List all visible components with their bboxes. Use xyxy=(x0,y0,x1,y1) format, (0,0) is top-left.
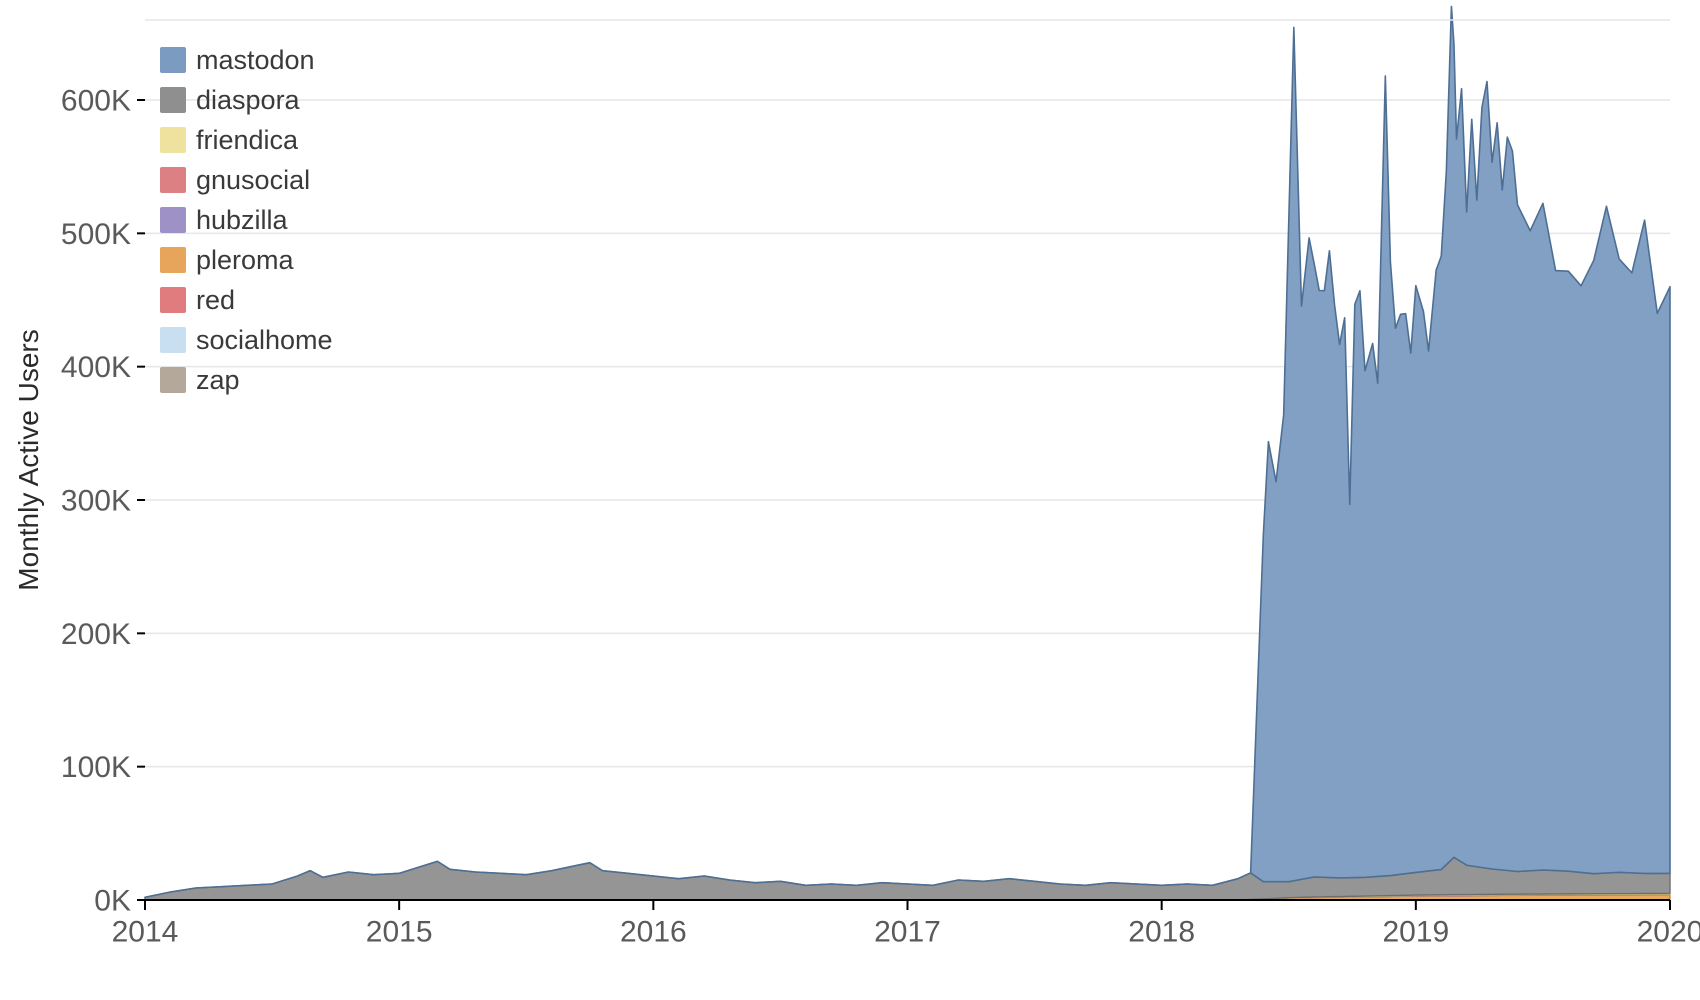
x-tick-label: 2019 xyxy=(1382,916,1449,949)
legend-swatch xyxy=(160,367,186,393)
y-tick-label: 0K xyxy=(94,885,131,918)
legend-item-zap[interactable]: zap xyxy=(160,360,333,400)
chart-container: 2014 2015 2016 2017 2018 2019 2020 0K 100K 200K 30… xyxy=(0,0,1700,1000)
x-tick-label: 2018 xyxy=(1128,916,1195,949)
legend-swatch xyxy=(160,247,186,273)
legend-swatch xyxy=(160,47,186,73)
y-tick-label: 400K xyxy=(61,351,131,384)
legend-item-pleroma[interactable]: pleroma xyxy=(160,240,333,280)
legend-label: hubzilla xyxy=(196,205,288,236)
y-tick-label: 300K xyxy=(61,485,131,518)
x-tick-label: 2017 xyxy=(874,916,941,949)
y-axis-title: Monthly Active Users xyxy=(13,329,44,590)
legend-item-diaspora[interactable]: diaspora xyxy=(160,80,333,120)
x-tick-label: 2015 xyxy=(366,916,433,949)
legend-label: diaspora xyxy=(196,85,300,116)
legend-label: zap xyxy=(196,365,240,396)
legend-label: pleroma xyxy=(196,245,294,276)
legend-label: mastodon xyxy=(196,45,315,76)
y-tick-label: 500K xyxy=(61,218,131,251)
legend-swatch xyxy=(160,127,186,153)
legend-swatch xyxy=(160,327,186,353)
legend-item-socialhome[interactable]: socialhome xyxy=(160,320,333,360)
legend-label: red xyxy=(196,285,235,316)
legend: mastodon diaspora friendica gnusocial hubzil… xyxy=(160,40,333,400)
legend-item-red[interactable]: red xyxy=(160,280,333,320)
y-tick-label: 200K xyxy=(61,618,131,651)
x-tick-label: 2016 xyxy=(620,916,687,949)
legend-label: gnusocial xyxy=(196,165,310,196)
legend-swatch xyxy=(160,207,186,233)
legend-label: socialhome xyxy=(196,325,333,356)
legend-swatch xyxy=(160,167,186,193)
legend-item-hubzilla[interactable]: hubzilla xyxy=(160,200,333,240)
x-tick-label: 2020 xyxy=(1637,916,1700,949)
legend-swatch xyxy=(160,287,186,313)
legend-swatch xyxy=(160,87,186,113)
x-tick-label: 2014 xyxy=(112,916,179,949)
legend-item-mastodon[interactable]: mastodon xyxy=(160,40,333,80)
y-tick-label: 600K xyxy=(61,85,131,118)
y-tick-label: 100K xyxy=(61,751,131,784)
legend-item-friendica[interactable]: friendica xyxy=(160,120,333,160)
area-mastodon xyxy=(145,6,1670,897)
legend-label: friendica xyxy=(196,125,298,156)
legend-item-gnusocial[interactable]: gnusocial xyxy=(160,160,333,200)
